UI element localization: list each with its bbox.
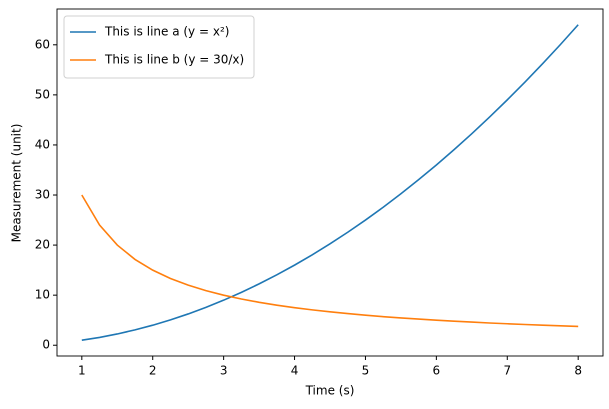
line	[81, 24, 579, 342]
y-tick-label: 0	[42, 338, 50, 352]
x-tick-label: 8	[574, 364, 582, 378]
x-tick-label: 4	[291, 364, 299, 378]
y-tick-label: 50	[35, 87, 50, 101]
x-axis-label: Time (s)	[305, 384, 355, 398]
y-tick-label: 30	[35, 188, 50, 202]
y-tick-label: 40	[35, 137, 50, 151]
x-tick-label: 7	[503, 364, 511, 378]
x-tick-label: 2	[149, 364, 157, 378]
legend-label: This is line b (y = 30/x)	[104, 53, 244, 67]
x-tick-label: 3	[220, 364, 228, 378]
x-tick-label: 6	[433, 364, 441, 378]
x-tick-label: 1	[78, 364, 86, 378]
y-axis-label: Measurement (unit)	[10, 124, 24, 243]
y-tick-label: 10	[35, 288, 50, 302]
y-tick-label: 20	[35, 238, 50, 252]
legend-box	[63, 15, 255, 79]
x-tick-label: 5	[362, 364, 370, 378]
line	[81, 194, 579, 328]
legend-label: This is line a (y = x²)	[104, 25, 229, 39]
y-tick-label: 60	[35, 37, 50, 51]
